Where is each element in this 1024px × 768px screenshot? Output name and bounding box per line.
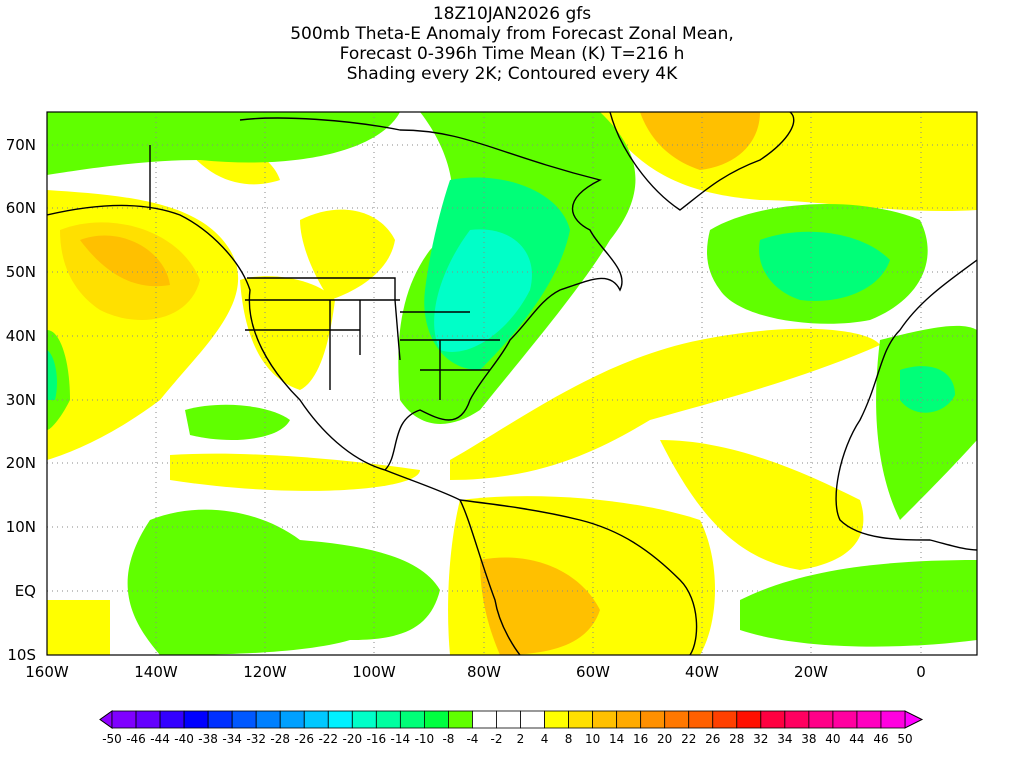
colorbar-label: 26 <box>705 732 721 746</box>
colorbar-swatch <box>255 710 281 729</box>
colorbar-swatch <box>111 710 137 729</box>
colorbar-swatch <box>616 710 642 729</box>
lon-label: 40W <box>685 663 719 681</box>
lon-label: 160W <box>25 663 69 681</box>
lat-label: 20N <box>5 454 36 472</box>
lat-label: 30N <box>5 391 36 409</box>
colorbar-swatch <box>327 710 353 729</box>
lon-label: 80W <box>467 663 501 681</box>
lat-label: 40N <box>5 327 36 345</box>
colorbar-swatch <box>856 710 882 729</box>
colorbar-swatch <box>520 710 545 729</box>
colorbar-swatch <box>472 710 497 729</box>
colorbar-label: 2 <box>516 732 525 746</box>
colorbar-swatch <box>808 710 834 729</box>
colorbar-swatch <box>207 710 233 729</box>
title-shading: Shading every 2K; Contoured every 4K <box>346 64 678 84</box>
colorbar-label: 38 <box>801 732 817 746</box>
colorbar-swatch <box>448 710 473 729</box>
colorbar-label: -20 <box>342 732 363 746</box>
colorbar-high-arrow <box>904 710 924 729</box>
colorbar-swatch <box>231 710 257 729</box>
colorbar-swatch <box>303 710 329 729</box>
graticule <box>47 112 977 655</box>
colorbar-label: 34 <box>777 732 793 746</box>
colorbar-swatch <box>375 710 401 729</box>
colorbar-swatch <box>736 710 762 729</box>
colorbar-swatch <box>183 710 209 729</box>
colorbar-label: 46 <box>873 732 889 746</box>
colorbar-swatch <box>423 710 449 729</box>
colorbar <box>99 710 924 729</box>
colorbar-label: -4 <box>466 732 479 746</box>
colorbar-label: 8 <box>564 732 573 746</box>
colorbar-label: -10 <box>414 732 435 746</box>
colorbar-label: -26 <box>294 732 315 746</box>
colorbar-label: 28 <box>729 732 745 746</box>
colorbar-label: -40 <box>174 732 194 746</box>
lat-label: 60N <box>5 199 36 217</box>
colorbar-swatch <box>159 710 185 729</box>
colorbar-label: -22 <box>318 732 339 746</box>
colorbar-label: -14 <box>390 732 411 746</box>
colorbar-swatch <box>880 710 906 729</box>
colorbar-label: 44 <box>849 732 865 746</box>
colorbar-label: 32 <box>753 732 769 746</box>
colorbar-swatch <box>640 710 666 729</box>
colorbar-label: 10 <box>584 732 601 746</box>
title-forecast: Forecast 0-396h Time Mean (K) T=216 h <box>339 44 685 64</box>
colorbar-label: 4 <box>540 732 549 746</box>
colorbar-swatch <box>568 710 594 729</box>
colorbar-label: 14 <box>608 732 625 746</box>
lon-label: 140W <box>134 663 178 681</box>
colorbar-label: -38 <box>198 732 218 746</box>
lat-label: 70N <box>5 136 36 154</box>
lon-label: 60W <box>576 663 610 681</box>
lon-label: 0 <box>916 663 926 681</box>
colorbar-swatch <box>760 710 786 729</box>
colorbar-label: -16 <box>366 732 387 746</box>
colorbar-swatch <box>664 710 690 729</box>
colorbar-swatch <box>712 710 738 729</box>
colorbar-label: 40 <box>825 732 841 746</box>
colorbar-label: 50 <box>897 732 913 746</box>
coastlines <box>47 112 977 655</box>
lat-label: EQ <box>14 582 36 600</box>
colorbar-swatch <box>399 710 425 729</box>
colorbar-swatch <box>496 710 521 729</box>
lon-label: 20W <box>794 663 828 681</box>
shaded-field <box>47 112 977 655</box>
colorbar-low-arrow <box>99 710 113 729</box>
title-date: 18Z10JAN2026 gfs <box>432 4 592 24</box>
colorbar-label: -50 <box>102 732 122 746</box>
colorbar-swatch <box>544 710 569 729</box>
lat-label: 50N <box>5 263 36 281</box>
colorbar-swatch <box>784 710 810 729</box>
lat-label: 10N <box>5 518 36 536</box>
colorbar-label: 16 <box>633 732 649 746</box>
colorbar-swatch <box>279 710 305 729</box>
colorbar-label: -44 <box>150 732 170 746</box>
colorbar-label: 20 <box>657 732 673 746</box>
map-frame <box>46 111 978 656</box>
lon-label: 100W <box>352 663 396 681</box>
colorbar-swatch <box>592 710 618 729</box>
colorbar-swatch <box>832 710 858 729</box>
colorbar-swatch <box>135 710 161 729</box>
colorbar-label: 22 <box>681 732 697 746</box>
lon-label: 120W <box>243 663 287 681</box>
colorbar-label: -34 <box>222 732 242 746</box>
colorbar-swatch <box>351 710 377 729</box>
colorbar-label: -8 <box>442 732 455 746</box>
colorbar-label: -32 <box>246 732 266 746</box>
lat-label: 10S <box>7 646 36 664</box>
colorbar-label: -2 <box>490 732 503 746</box>
colorbar-label: -28 <box>270 732 291 746</box>
colorbar-label: -46 <box>126 732 146 746</box>
colorbar-swatch <box>688 710 714 729</box>
title-variable: 500mb Theta-E Anomaly from Forecast Zona… <box>290 24 734 44</box>
